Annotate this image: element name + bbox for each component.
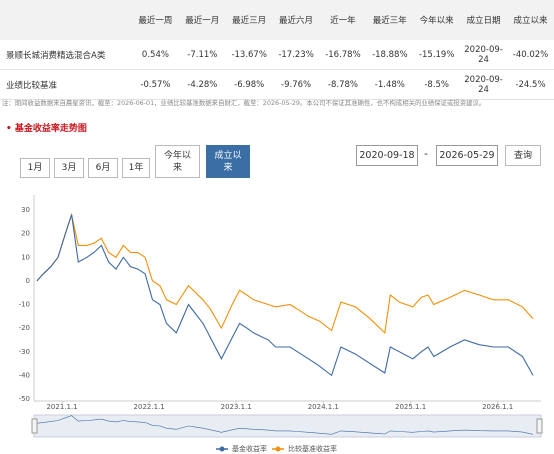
table-cell: 0.54% <box>132 40 179 70</box>
date-to[interactable]: 2026-05-29 <box>436 145 498 166</box>
legend-dot <box>275 446 281 452</box>
range-button[interactable]: 3月 <box>54 158 84 178</box>
y-tick-label: -10 <box>19 301 30 309</box>
date-from[interactable]: 2020-09-18 <box>356 145 418 166</box>
query-button[interactable]: 查询 <box>505 145 541 166</box>
series-line <box>36 214 534 377</box>
range-button[interactable]: 1月 <box>20 158 50 178</box>
header-row: 最近一周 最近一月 最近三月 最近六月 近一年 最近三年 今年以来 成立日期 成立以来 <box>0 0 554 40</box>
table-cell: 业绩比较基准 <box>0 69 132 100</box>
series-line <box>36 212 534 335</box>
x-tick-label: 2021.1.1 <box>46 403 77 411</box>
y-tick-label: 30 <box>21 206 30 214</box>
table-row: 景顺长城消费精选混合A类 0.54% -7.11% -13.67% -17.23% -16… <box>0 40 554 70</box>
table-cell: -7.11% <box>178 40 226 70</box>
section-title-text: 基金收益率走势图 <box>14 124 87 134</box>
chart: 30 20 10 0 -10 -20 -30 -40 -50 2021.1.1 2022.1.1 20… <box>19 195 543 453</box>
table-cell: -15.19% <box>413 40 461 70</box>
x-tick-label: 2024.1.1 <box>308 403 339 411</box>
column-header: 最近一月 <box>178 0 226 40</box>
y-tick-label: 10 <box>21 253 30 261</box>
column-header: 成立以来 <box>507 0 554 40</box>
legend-dot <box>219 446 225 452</box>
y-tick-label: 20 <box>21 230 30 238</box>
range-button[interactable]: 6月 <box>88 158 118 178</box>
navigator-line <box>36 415 534 435</box>
table-cell: -13.67% <box>225 40 273 70</box>
x-tick-label: 2023.1.1 <box>221 403 252 411</box>
column-header: 今年以来 <box>413 0 461 40</box>
table-cell: -9.76% <box>272 69 320 100</box>
x-tick-label: 2026.1.1 <box>482 403 513 411</box>
column-header: 最近六月 <box>272 0 320 40</box>
range-button[interactable]: 成立以来 <box>206 145 250 178</box>
table-row: 业绩比较基准 -0.57% -4.28% -6.98% -9.76% -8.78% -1.4… <box>0 69 554 100</box>
legend-label: 基金收益率 <box>232 444 267 453</box>
date-separator: - <box>424 147 428 160</box>
y-tick-label: -40 <box>19 371 30 379</box>
table-cell: -6.98% <box>225 69 273 100</box>
range-button[interactable]: 今年以来 <box>155 145 200 178</box>
section-title: • 基金收益率走势图 <box>6 124 87 134</box>
table-cell: 2020-09-24 <box>460 40 507 70</box>
table-cell: 2020-09-24 <box>460 69 507 100</box>
x-tick-label: 2022.1.1 <box>134 403 165 411</box>
table-cell: -4.28% <box>178 69 226 100</box>
table-cell: -1.48% <box>366 69 414 100</box>
column-header: 近一年 <box>319 0 367 40</box>
x-tick-label: 2025.1.1 <box>395 403 426 411</box>
y-tick-label: -30 <box>19 348 30 356</box>
table-cell: -17.23% <box>272 40 320 70</box>
table-cell: -0.57% <box>132 69 179 100</box>
corner <box>0 0 132 40</box>
y-tick-label: -20 <box>19 324 30 332</box>
navigator <box>33 414 542 438</box>
y-tick-label: 0 <box>26 277 30 285</box>
column-header: 成立日期 <box>460 0 507 40</box>
legend-label: 比较基准收益率 <box>288 444 337 453</box>
table-cell: -16.78% <box>319 40 367 70</box>
note: 注：期间收益数据来自晨星资讯，截至：2026-06-01，业绩比较基准数据来自财… <box>2 99 486 107</box>
table-cell: -8.5% <box>413 69 461 100</box>
performance-table: 最近一周 最近一月 最近三月 最近六月 近一年 最近三年 今年以来 成立日期 成立以来 景顺长城消… <box>0 0 554 100</box>
y-tick-label: -50 <box>19 395 30 403</box>
table-cell: -18.88% <box>366 40 414 70</box>
range-button[interactable]: 1年 <box>122 158 150 178</box>
table-cell: 景顺长城消费精选混合A类 <box>0 40 132 70</box>
navigator-handle[interactable] <box>536 418 543 434</box>
table-cell: -40.02% <box>507 40 554 70</box>
column-header: 最近三月 <box>225 0 273 40</box>
column-header: 最近三年 <box>366 0 414 40</box>
column-header: 最近一周 <box>132 0 179 40</box>
table-cell: -24.5% <box>507 69 554 100</box>
table-cell: -8.78% <box>319 69 367 100</box>
navigator-handle[interactable] <box>31 418 38 434</box>
